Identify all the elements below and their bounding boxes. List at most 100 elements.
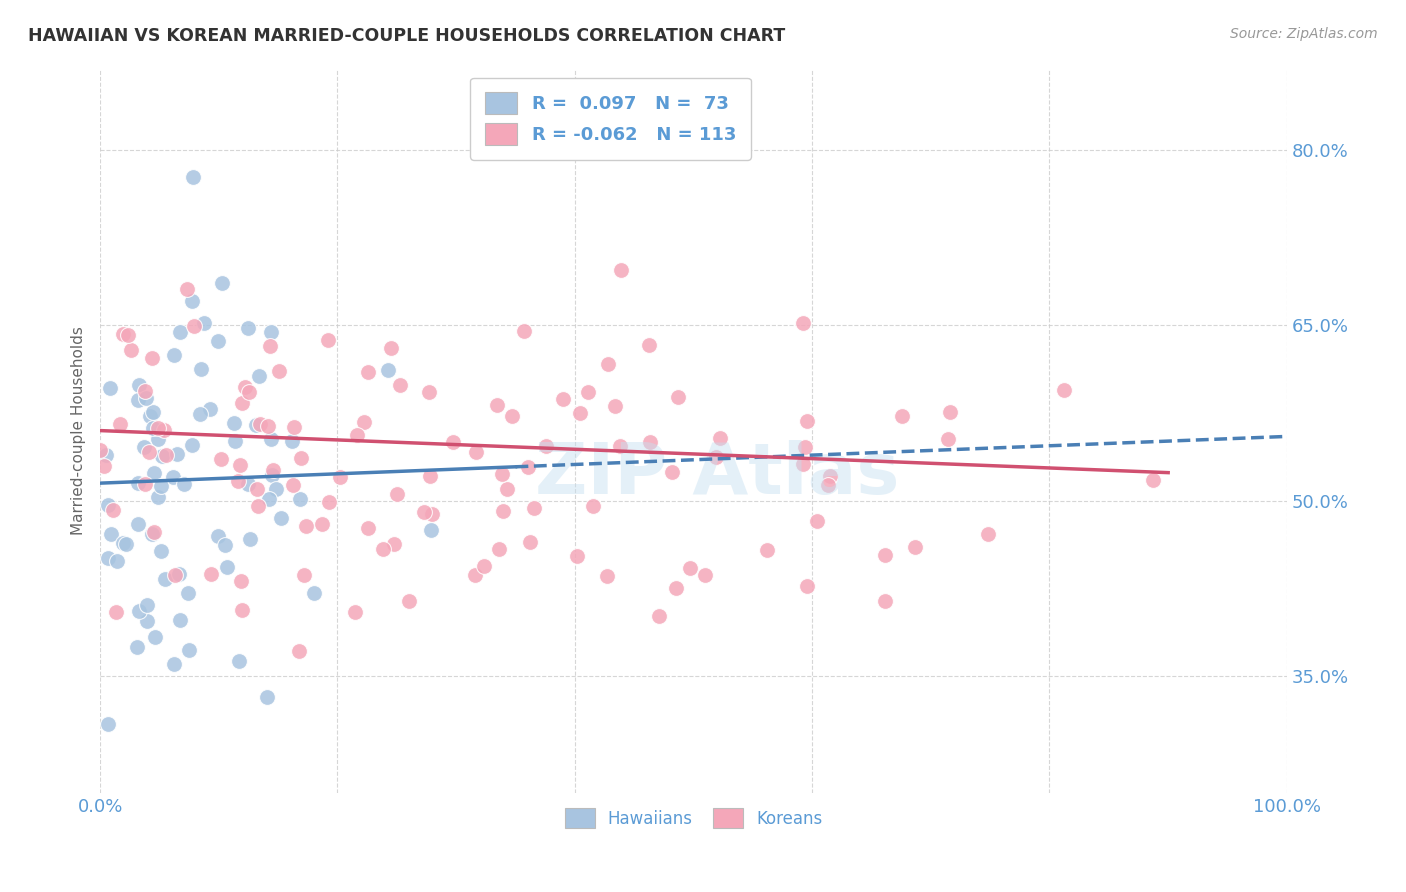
Point bbox=[357, 520, 380, 534]
Point bbox=[292, 567, 315, 582]
Point bbox=[316, 334, 339, 348]
Point bbox=[236, 321, 259, 335]
Point bbox=[260, 325, 283, 339]
Point bbox=[609, 439, 631, 453]
Point bbox=[977, 527, 1000, 541]
Legend: Hawaiians, Koreans: Hawaiians, Koreans bbox=[558, 801, 830, 835]
Point bbox=[270, 510, 292, 524]
Point bbox=[246, 482, 269, 496]
Point bbox=[513, 324, 536, 338]
Point bbox=[661, 465, 683, 479]
Point bbox=[150, 544, 173, 558]
Point bbox=[389, 378, 412, 392]
Point bbox=[229, 458, 252, 472]
Point bbox=[217, 559, 239, 574]
Point bbox=[517, 459, 540, 474]
Point bbox=[793, 440, 815, 454]
Point bbox=[100, 527, 122, 541]
Point bbox=[294, 519, 316, 533]
Point bbox=[211, 276, 233, 290]
Point bbox=[207, 529, 229, 543]
Point bbox=[224, 416, 246, 430]
Point bbox=[581, 499, 603, 513]
Point bbox=[501, 409, 523, 423]
Point bbox=[792, 457, 814, 471]
Point bbox=[138, 409, 160, 423]
Point bbox=[1142, 473, 1164, 487]
Point bbox=[128, 378, 150, 392]
Point bbox=[492, 504, 515, 518]
Point bbox=[181, 169, 204, 184]
Point bbox=[229, 574, 252, 588]
Point bbox=[519, 535, 541, 549]
Point bbox=[236, 477, 259, 491]
Point bbox=[134, 477, 156, 491]
Point bbox=[259, 339, 281, 353]
Y-axis label: Married-couple Households: Married-couple Households bbox=[72, 326, 86, 535]
Text: Source: ZipAtlas.com: Source: ZipAtlas.com bbox=[1230, 27, 1378, 41]
Point bbox=[806, 514, 828, 528]
Point bbox=[146, 433, 169, 447]
Point bbox=[420, 508, 443, 522]
Point bbox=[214, 537, 236, 551]
Point bbox=[127, 517, 149, 532]
Point bbox=[166, 447, 188, 461]
Point bbox=[239, 532, 262, 546]
Point bbox=[176, 282, 198, 296]
Point bbox=[523, 501, 546, 516]
Point bbox=[135, 599, 157, 613]
Point bbox=[343, 605, 366, 619]
Point bbox=[97, 550, 120, 565]
Point bbox=[706, 450, 728, 465]
Point bbox=[598, 357, 620, 371]
Point bbox=[259, 432, 281, 446]
Point bbox=[135, 391, 157, 405]
Point bbox=[755, 542, 778, 557]
Point bbox=[311, 516, 333, 531]
Point bbox=[142, 420, 165, 434]
Point bbox=[228, 654, 250, 668]
Point bbox=[464, 445, 486, 459]
Point bbox=[488, 541, 510, 556]
Point bbox=[257, 491, 280, 506]
Point bbox=[146, 421, 169, 435]
Point bbox=[371, 541, 394, 556]
Point bbox=[163, 568, 186, 582]
Point bbox=[142, 405, 165, 419]
Point bbox=[181, 438, 204, 452]
Point bbox=[97, 498, 120, 512]
Point bbox=[111, 535, 134, 549]
Point bbox=[231, 603, 253, 617]
Point bbox=[177, 586, 200, 600]
Point bbox=[796, 579, 818, 593]
Point bbox=[141, 351, 163, 365]
Point bbox=[648, 608, 671, 623]
Point bbox=[188, 408, 211, 422]
Point bbox=[638, 338, 661, 352]
Point bbox=[357, 365, 380, 379]
Point bbox=[163, 657, 186, 671]
Point bbox=[441, 434, 464, 449]
Point bbox=[98, 381, 121, 395]
Point bbox=[496, 483, 519, 497]
Point bbox=[486, 398, 509, 412]
Point bbox=[117, 327, 139, 342]
Point bbox=[146, 491, 169, 505]
Point bbox=[939, 405, 962, 419]
Point bbox=[693, 567, 716, 582]
Point bbox=[167, 566, 190, 581]
Point bbox=[180, 293, 202, 308]
Point bbox=[177, 643, 200, 657]
Point bbox=[138, 445, 160, 459]
Point bbox=[101, 503, 124, 517]
Point bbox=[114, 537, 136, 551]
Point bbox=[200, 567, 222, 582]
Point bbox=[246, 499, 269, 513]
Point bbox=[936, 433, 959, 447]
Point bbox=[153, 424, 176, 438]
Point bbox=[377, 363, 399, 377]
Point bbox=[150, 479, 173, 493]
Point bbox=[382, 537, 405, 551]
Point bbox=[127, 393, 149, 408]
Point bbox=[817, 477, 839, 491]
